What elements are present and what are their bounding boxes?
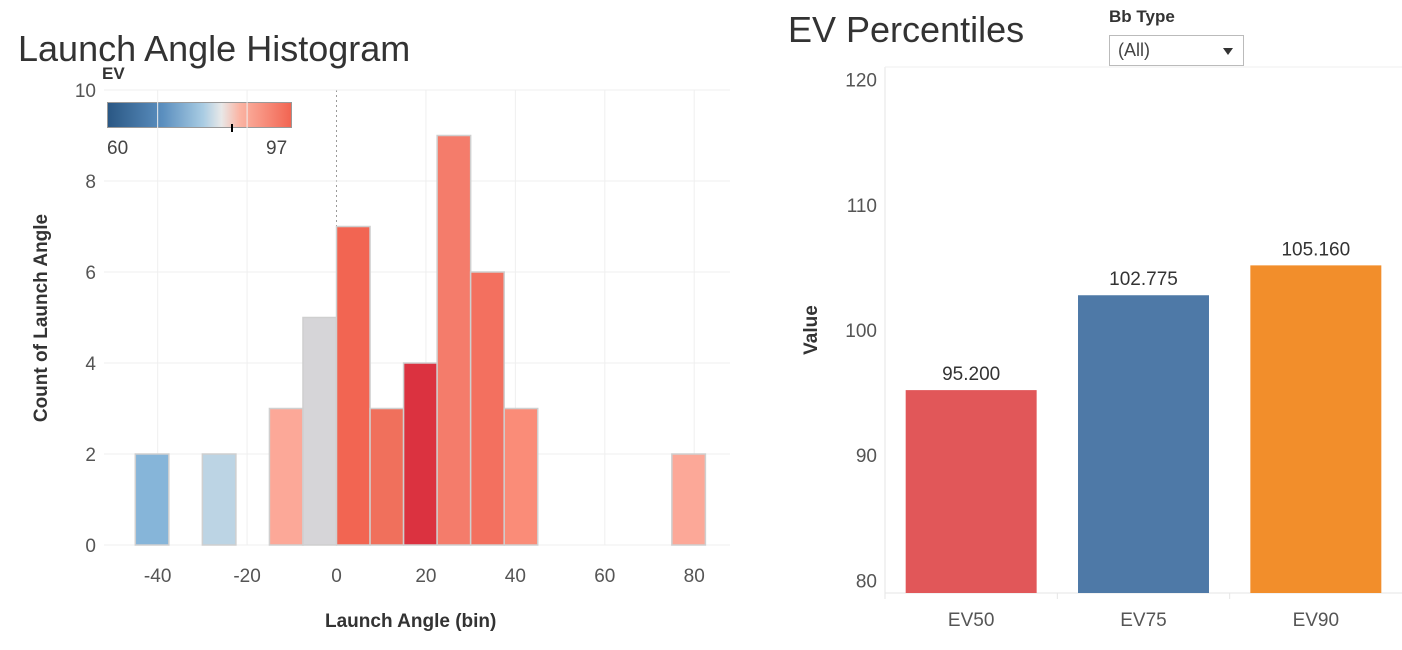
histogram-bar bbox=[369, 407, 405, 546]
histogram-y-axis-title: Count of Launch Angle bbox=[31, 213, 52, 423]
histogram-bar bbox=[268, 407, 304, 546]
y-tick-label: 8 bbox=[85, 172, 96, 193]
chevron-down-icon[interactable] bbox=[1223, 48, 1233, 55]
histogram-bar bbox=[402, 362, 438, 546]
x-tick-label: EV90 bbox=[1293, 610, 1339, 631]
histogram-bar bbox=[503, 407, 539, 546]
legend-marker bbox=[231, 124, 233, 132]
legend-min-label: 60 bbox=[107, 138, 129, 159]
histogram-title: Launch Angle Histogram bbox=[18, 28, 411, 69]
x-tick-label: 40 bbox=[505, 566, 526, 587]
legend-max-label: 97 bbox=[266, 138, 288, 159]
x-tick-label: 0 bbox=[331, 566, 342, 587]
percentiles-title: EV Percentiles bbox=[788, 9, 1025, 50]
y-tick-label: 0 bbox=[85, 536, 96, 557]
histogram-x-axis-title: Launch Angle (bin) bbox=[325, 611, 497, 632]
histogram-chart: -40 -20 0 20 40 60 80 0 2 4 6 8 10 bbox=[75, 81, 730, 587]
percentile-bar bbox=[905, 390, 1037, 593]
bar-value-label: 105.160 bbox=[1281, 239, 1350, 260]
x-tick-label: EV75 bbox=[1120, 610, 1166, 631]
histogram-bar bbox=[335, 225, 371, 546]
percentiles-y-axis-title: Value bbox=[801, 305, 822, 355]
y-tick-label: 10 bbox=[75, 81, 96, 102]
bb-type-filter-label: Bb Type bbox=[1109, 7, 1175, 26]
bar-value-label: 95.200 bbox=[942, 364, 1000, 385]
x-tick-label: 20 bbox=[415, 566, 436, 587]
histogram-bar bbox=[469, 271, 505, 546]
x-tick-label: EV50 bbox=[948, 610, 994, 631]
bb-type-dropdown-value: (All) bbox=[1118, 40, 1150, 60]
y-tick-label: 110 bbox=[847, 196, 877, 217]
histogram-bar bbox=[201, 453, 237, 546]
y-tick-label: 80 bbox=[856, 571, 877, 592]
percentile-bar bbox=[1078, 295, 1209, 593]
histogram-bar bbox=[134, 453, 170, 546]
x-tick-label: 60 bbox=[594, 566, 615, 587]
y-tick-label: 4 bbox=[85, 354, 96, 375]
legend-title: EV bbox=[102, 64, 125, 83]
y-tick-label: 2 bbox=[85, 445, 96, 466]
histogram-bar bbox=[671, 453, 707, 546]
x-tick-label: -40 bbox=[144, 566, 171, 587]
bar-value-label: 102.775 bbox=[1109, 269, 1178, 290]
percentile-bar bbox=[1250, 265, 1382, 593]
y-tick-label: 120 bbox=[845, 71, 877, 92]
x-tick-label: -20 bbox=[233, 566, 260, 587]
legend-gradient-bar bbox=[107, 102, 292, 128]
x-tick-label: 80 bbox=[684, 566, 705, 587]
y-tick-label: 6 bbox=[85, 263, 96, 284]
histogram-bar bbox=[302, 316, 338, 546]
histogram-bar bbox=[436, 134, 472, 546]
bb-type-dropdown[interactable]: (All) bbox=[1109, 35, 1244, 66]
y-tick-label: 100 bbox=[845, 321, 877, 342]
y-tick-label: 90 bbox=[856, 446, 877, 467]
percentiles-chart: 80 90 100 110 120 95.200 EV50 102.775 EV75 105.16… bbox=[845, 66, 1402, 631]
